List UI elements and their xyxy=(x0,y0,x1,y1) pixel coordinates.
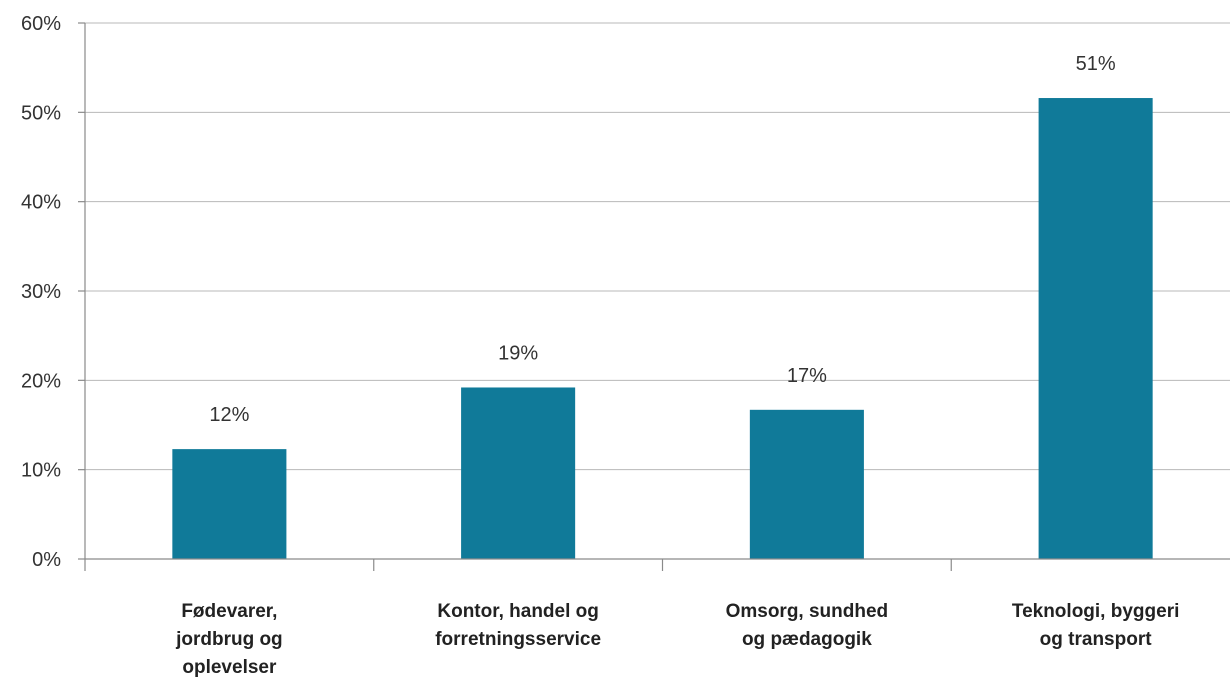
data-label: 12% xyxy=(209,404,249,426)
category-label-line: og transport xyxy=(1040,629,1153,650)
category-label-line: Teknologi, byggeri xyxy=(1012,601,1180,622)
category-label-line: Kontor, handel og xyxy=(437,601,599,622)
category-label-line: forretningsservice xyxy=(435,629,601,650)
y-tick-label: 30% xyxy=(21,281,61,303)
y-tick-label: 10% xyxy=(21,460,61,482)
data-label: 19% xyxy=(498,342,538,364)
y-tick-label: 20% xyxy=(21,370,61,392)
category-label: Fødevarer, jordbrug og oplevelser xyxy=(175,601,283,678)
bar-2 xyxy=(461,387,576,559)
category-label-line: Omsorg, sundhed xyxy=(726,601,889,622)
labels: 0% 10% 20% 30% 40% 50% 60% 12% Fødevarer, jordbru… xyxy=(21,13,1179,678)
bar-3 xyxy=(749,409,864,559)
category-label-line: jordbrug og xyxy=(175,629,283,650)
bars xyxy=(172,98,1153,559)
bar-4 xyxy=(1038,98,1153,559)
y-tick-label: 50% xyxy=(21,102,61,124)
category-label: Teknologi, byggeri og transport xyxy=(1012,601,1180,650)
category-label: Kontor, handel og forretningsservice xyxy=(435,601,601,650)
y-tick-label: 40% xyxy=(21,192,61,214)
category-label-line: Fødevarer, xyxy=(181,601,277,622)
category-label: Omsorg, sundhed og pædagogik xyxy=(726,601,889,650)
category-label-line: og pædagogik xyxy=(742,629,872,650)
category-label-line: oplevelser xyxy=(182,657,277,678)
y-tick-label: 60% xyxy=(21,13,61,35)
y-tick-label: 0% xyxy=(32,549,61,571)
data-label: 17% xyxy=(787,365,827,387)
bar-1 xyxy=(172,449,287,559)
data-label: 51% xyxy=(1076,53,1116,75)
axes xyxy=(78,22,1230,571)
